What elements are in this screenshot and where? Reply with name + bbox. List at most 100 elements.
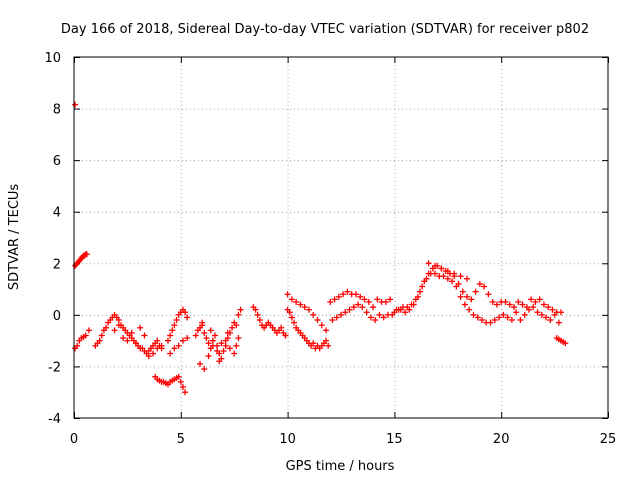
data-point	[333, 314, 340, 321]
data-point	[555, 319, 562, 326]
data-point	[286, 309, 293, 316]
data-point	[423, 275, 430, 282]
data-point	[402, 309, 409, 316]
data-point	[397, 306, 404, 313]
data-point	[331, 296, 338, 303]
y-tick-labels: -4 -2 0 2 4 6 8 10	[44, 51, 61, 427]
data-point	[128, 329, 135, 336]
data-point	[365, 298, 372, 305]
data-point	[141, 332, 148, 339]
data-point	[167, 350, 174, 357]
data-point	[543, 314, 550, 321]
x-tick-label: 10	[279, 432, 296, 447]
data-point	[528, 296, 535, 303]
data-point	[231, 350, 238, 357]
data-point	[209, 342, 216, 349]
data-point	[489, 298, 496, 305]
y-tick-label: 10	[44, 51, 61, 66]
data-point	[521, 311, 528, 318]
data-point	[218, 340, 225, 347]
data-point	[158, 342, 165, 349]
data-point	[120, 335, 127, 342]
data-point	[282, 332, 289, 339]
data-point	[387, 296, 394, 303]
plot-frame	[73, 56, 609, 419]
data-point	[224, 329, 231, 336]
data-point	[466, 306, 473, 313]
data-point	[327, 298, 334, 305]
data-point	[179, 337, 186, 344]
data-point	[235, 311, 242, 318]
data-point	[464, 293, 471, 300]
data-point	[150, 350, 157, 357]
data-point	[464, 275, 471, 282]
data-point	[410, 301, 417, 308]
data-point	[256, 317, 263, 324]
data-point	[314, 317, 321, 324]
data-point	[222, 342, 229, 349]
data-point	[359, 304, 366, 311]
data-point	[525, 306, 532, 313]
data-point	[293, 298, 300, 305]
data-point	[346, 306, 353, 313]
data-points	[72, 101, 569, 396]
y-tick-label: 4	[53, 206, 61, 221]
data-point	[372, 317, 379, 324]
data-point	[474, 314, 481, 321]
data-point	[440, 273, 447, 280]
data-point	[278, 324, 285, 331]
data-point	[132, 340, 139, 347]
data-point	[184, 335, 191, 342]
data-point	[318, 322, 325, 329]
data-point	[504, 314, 511, 321]
data-point	[301, 304, 308, 311]
data-point	[182, 389, 189, 396]
data-point	[175, 342, 182, 349]
data-point	[254, 311, 261, 318]
data-point	[374, 296, 381, 303]
data-point	[233, 342, 240, 349]
y-tick-label: 2	[53, 257, 61, 272]
data-point	[111, 327, 118, 334]
data-point	[214, 347, 221, 354]
data-point	[137, 324, 144, 331]
data-point	[291, 319, 298, 326]
data-point	[459, 288, 466, 295]
data-point	[96, 337, 103, 344]
data-point	[154, 337, 161, 344]
data-point	[82, 332, 89, 339]
data-point	[199, 319, 206, 326]
data-point	[500, 311, 507, 318]
chart-title: Day 166 of 2018, Sidereal Day-to-day VTE…	[61, 22, 589, 37]
data-point	[201, 329, 208, 336]
data-point	[491, 317, 498, 324]
data-point	[551, 311, 558, 318]
data-point	[323, 327, 330, 334]
data-point	[179, 384, 186, 391]
grid-lines	[74, 57, 608, 418]
data-point	[457, 293, 464, 300]
data-point	[103, 324, 110, 331]
data-point	[229, 324, 236, 331]
data-point	[468, 296, 475, 303]
data-point	[203, 335, 210, 342]
data-point	[74, 342, 81, 349]
data-point	[481, 283, 488, 290]
x-tick-label: 20	[493, 432, 510, 447]
data-point	[297, 301, 304, 308]
data-point	[478, 317, 485, 324]
data-point	[438, 265, 445, 272]
data-point	[417, 288, 424, 295]
data-point	[205, 353, 212, 360]
data-point	[323, 337, 330, 344]
x-tick-label: 15	[386, 432, 403, 447]
data-point	[342, 309, 349, 316]
data-point	[382, 298, 389, 305]
data-point	[470, 311, 477, 318]
data-point	[164, 337, 171, 344]
data-point	[207, 327, 214, 334]
data-point	[380, 314, 387, 321]
data-point	[487, 319, 494, 326]
data-point	[517, 317, 524, 324]
